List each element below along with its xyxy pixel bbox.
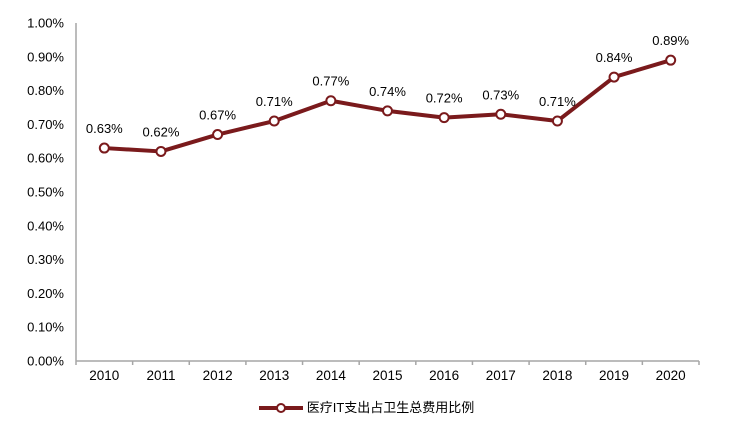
data-label: 0.74% [369,84,406,99]
data-label: 0.89% [652,33,689,48]
legend-marker [275,403,286,413]
data-label: 0.72% [426,91,463,106]
chart-canvas: 1.00% 0.90% 0.80% 0.70% 0.60% 0.50% 0.40% 0.30%… [27,16,700,383]
x-axis-tick-label: 2012 [203,368,233,383]
y-axis-tick-label: 0.50% [27,185,64,200]
data-point-marker [212,129,224,141]
data-label: 0.77% [312,74,349,89]
data-point-marker [665,54,677,66]
data-label: 0.73% [482,87,519,102]
data-point-marker [268,115,280,127]
x-axis-tick-label: 2014 [316,368,347,383]
x-axis-tick-label: 2016 [429,368,459,383]
data-point-marker [438,112,450,124]
y-axis-tick-label: 0.90% [27,49,64,64]
data-point-marker [98,142,110,154]
data-point-marker [495,108,507,120]
x-axis-tick-label: 2011 [146,368,175,383]
y-axis-tick-label: 1.00% [27,16,64,31]
data-label: 0.71% [539,94,576,109]
y-axis-tick-label: 0.20% [27,286,64,301]
y-axis-tick-label: 0.00% [27,354,64,369]
x-axis-tick-label: 2015 [372,368,402,383]
data-point-marker [608,71,620,83]
data-point-marker [551,115,563,127]
data-label: 0.63% [86,121,123,136]
y-axis-tick-label: 0.30% [27,252,64,267]
data-label: 0.84% [596,50,633,65]
y-axis-tick-label: 0.10% [27,320,64,335]
legend-label: 医疗IT支出占卫生总费用比例 [306,400,475,415]
data-point-marker [155,145,167,157]
data-point-marker [325,95,337,107]
data-label: 0.71% [256,94,293,109]
legend-line-marker-icon [258,403,303,413]
x-axis-tick-label: 2019 [599,368,629,383]
data-point-marker [382,105,393,117]
x-axis-tick-label: 2018 [542,368,572,383]
y-axis-tick-label: 0.60% [27,151,64,166]
data-label: 0.67% [199,108,236,123]
x-axis-tick-label: 2013 [259,368,289,383]
y-axis-tick-label: 0.80% [27,83,64,98]
x-axis-tick-label: 2010 [89,368,119,383]
legend: 医疗IT支出占卫生总费用比例 [0,399,732,417]
y-axis-tick-label: 0.40% [27,218,64,233]
x-axis-tick-label: 2017 [486,368,516,383]
x-axis-tick-label: 2020 [656,368,686,383]
data-label: 0.62% [143,124,180,139]
y-axis-tick-label: 0.70% [27,117,64,132]
